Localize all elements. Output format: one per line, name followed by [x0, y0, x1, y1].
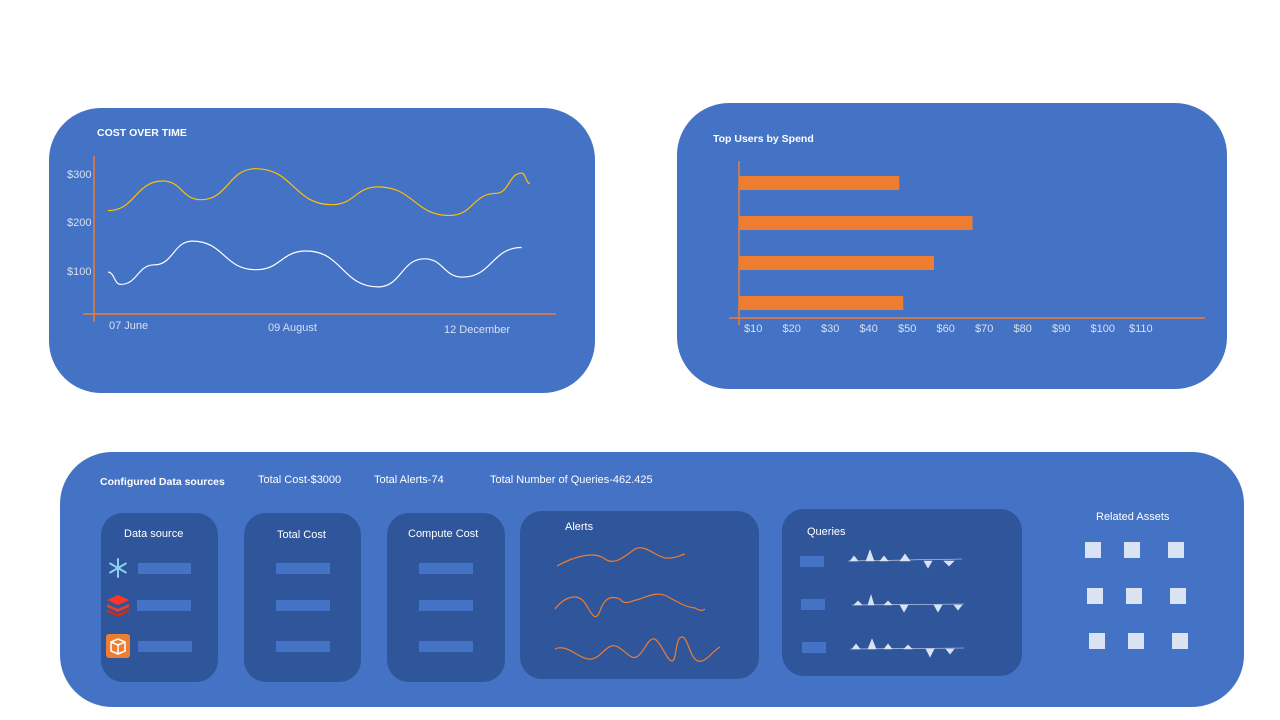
alerts-card: Alerts: [520, 511, 759, 679]
compute-cost-value: [419, 563, 473, 574]
related-asset-tile[interactable]: [1128, 633, 1144, 649]
queries-card: Queries: [782, 509, 1022, 676]
y-tick-label: $300: [67, 169, 91, 181]
alert-sparkline: [556, 547, 686, 567]
related-asset-tile[interactable]: [1126, 588, 1142, 604]
alert-sparkline: [554, 593, 706, 618]
query-sparkline: [849, 638, 965, 658]
total-cost-value: [276, 641, 330, 652]
x-tick-label: $100: [1091, 323, 1115, 335]
data-source-value: [138, 641, 192, 652]
card-title: Queries: [807, 526, 846, 538]
cost-over-time-panel: COST OVER TIME $300 $200 $100 07 June 09…: [49, 108, 595, 393]
data-sources-panel: Configured Data sources Total Cost-$3000…: [60, 452, 1244, 707]
x-tick-label: $50: [898, 323, 916, 335]
cost-series-line: [107, 168, 531, 217]
user-spend-bar: [739, 216, 973, 230]
compute-cost-value: [419, 600, 473, 611]
total-queries-stat: Total Number of Queries-462.425: [490, 474, 653, 486]
x-tick-label: $70: [975, 323, 993, 335]
related-asset-tile[interactable]: [1172, 633, 1188, 649]
x-tick-label: $60: [937, 323, 955, 335]
aws-box-icon[interactable]: [106, 634, 130, 658]
total-cost-card: Total Cost: [244, 513, 361, 682]
query-sparkline: [847, 549, 963, 569]
user-spend-bar: [739, 296, 904, 310]
alerts-sparklines: [554, 547, 721, 662]
cost-series-line: [107, 240, 522, 288]
total-cost-stat: Total Cost-$3000: [258, 474, 342, 486]
alert-sparkline: [554, 636, 721, 662]
card-title: Alerts: [565, 521, 594, 533]
query-value: [801, 599, 825, 610]
card-title: Total Cost: [277, 529, 326, 541]
query-sparklines: [847, 549, 965, 658]
x-tick-label: $110: [1129, 323, 1153, 335]
related-assets-label: Related Assets: [1096, 511, 1170, 523]
users-chart-title: Top Users by Spend: [713, 133, 814, 145]
users-bar-chart: $10 $20 $30 $40 $50 $60 $70 $80 $90 $100 $110: [729, 161, 1205, 335]
snowflake-icon[interactable]: [106, 556, 130, 580]
data-source-value: [138, 563, 191, 574]
query-value: [800, 556, 824, 567]
total-cost-value: [276, 600, 330, 611]
x-tick-label: $80: [1014, 323, 1032, 335]
x-tick-label: $20: [783, 323, 801, 335]
x-tick-label: $10: [744, 323, 762, 335]
data-source-value: [137, 600, 191, 611]
x-tick-label: 07 June: [109, 320, 148, 332]
y-tick-label: $200: [67, 217, 91, 229]
compute-cost-value: [419, 641, 473, 652]
top-users-panel: Top Users by Spend $10 $20 $30 $40 $50 $60 $70…: [677, 103, 1227, 389]
x-tick-label: 12 December: [444, 324, 510, 336]
cost-chart-title: COST OVER TIME: [97, 127, 187, 139]
x-tick-label: $90: [1052, 323, 1070, 335]
related-asset-tile[interactable]: [1087, 588, 1103, 604]
x-tick-label: $30: [821, 323, 839, 335]
data-source-card: Data source: [101, 513, 218, 682]
compute-cost-card: Compute Cost: [387, 513, 505, 682]
related-asset-tile[interactable]: [1168, 542, 1184, 558]
y-tick-label: $100: [67, 266, 91, 278]
total-alerts-stat: Total Alerts-74: [374, 474, 444, 486]
total-cost-value: [276, 563, 330, 574]
configured-data-sources-label: Configured Data sources: [100, 476, 225, 488]
x-tick-label: $40: [860, 323, 878, 335]
databricks-icon[interactable]: [106, 593, 130, 617]
x-tick-label: 09 August: [268, 322, 317, 334]
cost-line-chart: $300 $200 $100 07 June 09 August 12 Dece…: [67, 156, 556, 336]
user-spend-bar: [739, 256, 934, 270]
related-asset-tile[interactable]: [1170, 588, 1186, 604]
related-asset-tile[interactable]: [1085, 542, 1101, 558]
related-asset-tile[interactable]: [1124, 542, 1140, 558]
user-spend-bar: [739, 176, 900, 190]
related-asset-tile[interactable]: [1089, 633, 1105, 649]
query-value: [802, 642, 826, 653]
card-title: Data source: [124, 528, 184, 540]
card-title: Compute Cost: [408, 528, 479, 540]
query-sparkline: [851, 593, 965, 613]
